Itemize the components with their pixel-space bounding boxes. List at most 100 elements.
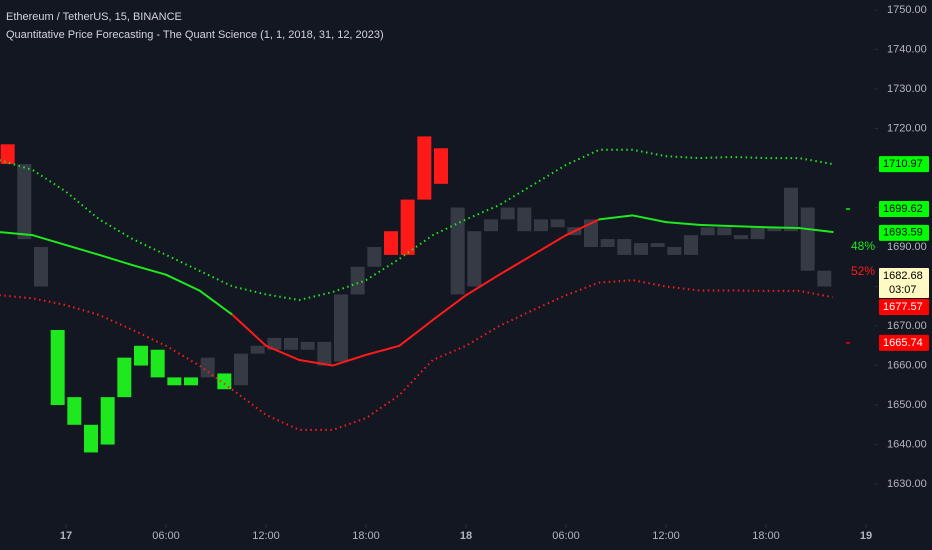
forecast-line-segment bbox=[65, 244, 101, 256]
candle bbox=[684, 235, 698, 255]
y-tick-label: 1730.00 bbox=[887, 83, 927, 95]
x-tick-label: 18:00 bbox=[352, 530, 380, 542]
y-tick-label: 1660.00 bbox=[887, 359, 927, 371]
forecast-line-segment bbox=[331, 353, 367, 367]
chart-subtitle: Quantitative Price Forecasting - The Qua… bbox=[6, 29, 384, 41]
candle bbox=[34, 247, 48, 287]
forecast-line-segment bbox=[98, 253, 134, 267]
candle bbox=[450, 207, 465, 295]
candle bbox=[617, 239, 632, 255]
candle bbox=[800, 207, 815, 271]
candle bbox=[300, 341, 315, 350]
candle bbox=[717, 227, 732, 236]
candle bbox=[484, 219, 498, 232]
forecast-line-segment bbox=[0, 231, 34, 237]
x-tick-label: 12:00 bbox=[252, 530, 280, 542]
candle bbox=[0, 144, 15, 165]
candle bbox=[817, 270, 832, 287]
forecast-line-segment bbox=[665, 221, 701, 226]
y-tick-label: 1640.00 bbox=[887, 438, 927, 450]
x-tick-label: 06:00 bbox=[152, 530, 180, 542]
countdown: 03:07 bbox=[889, 284, 917, 296]
forecast-line-segment bbox=[131, 264, 167, 276]
forecast-line-segment bbox=[265, 344, 301, 362]
candle bbox=[100, 397, 115, 445]
candle bbox=[384, 231, 398, 255]
x-tick-label: 18:00 bbox=[752, 530, 780, 542]
forecast-line-segment bbox=[365, 344, 401, 356]
forecast-line-segment bbox=[698, 223, 734, 228]
forecast-line-segment bbox=[531, 234, 567, 256]
price-label: 1677.57 bbox=[883, 301, 923, 313]
forecast-line-segment bbox=[231, 313, 267, 347]
y-tick-label: 1750.00 bbox=[887, 4, 927, 16]
y-tick-label: 1670.00 bbox=[887, 320, 927, 332]
x-tick-label: 17 bbox=[60, 530, 72, 542]
candle bbox=[400, 199, 415, 255]
candle bbox=[84, 424, 98, 453]
candle bbox=[417, 136, 432, 200]
y-tick-label: 1690.00 bbox=[887, 241, 927, 253]
x-tick-label: 19 bbox=[860, 530, 872, 542]
price-label-box bbox=[879, 267, 929, 298]
forecast-line-segment bbox=[298, 359, 334, 367]
candle bbox=[467, 231, 482, 287]
candle bbox=[67, 397, 82, 425]
candle bbox=[550, 219, 565, 228]
price-label-box bbox=[879, 298, 929, 315]
price-label-box bbox=[879, 334, 929, 351]
candle bbox=[184, 377, 198, 386]
forecast-line-segment bbox=[431, 294, 467, 322]
candle bbox=[750, 227, 765, 240]
candle bbox=[517, 207, 532, 232]
forecast-line-segment bbox=[31, 234, 67, 247]
candle bbox=[267, 337, 282, 350]
x-tick-label: 12:00 bbox=[652, 530, 680, 542]
candle bbox=[584, 219, 598, 248]
candle bbox=[350, 266, 365, 295]
candle bbox=[250, 345, 265, 354]
price-label: 1710.97 bbox=[883, 158, 923, 170]
price-label-box bbox=[879, 156, 929, 173]
candle bbox=[317, 341, 332, 366]
forecast-line-segment bbox=[798, 227, 834, 234]
x-tick-label: 06:00 bbox=[552, 530, 580, 542]
candle bbox=[150, 349, 165, 378]
candle bbox=[367, 247, 382, 267]
price-label: 1665.74 bbox=[883, 337, 923, 349]
candle bbox=[50, 329, 65, 406]
forecast-line-segment bbox=[165, 273, 201, 292]
band-line bbox=[0, 279, 833, 431]
y-tick-label: 1720.00 bbox=[887, 122, 927, 134]
candle bbox=[667, 247, 682, 255]
x-tick-label: 18 bbox=[460, 530, 472, 542]
price-label: 1682.68 bbox=[883, 270, 923, 282]
forecast-line-segment bbox=[498, 253, 534, 276]
candle bbox=[434, 148, 448, 184]
candle bbox=[217, 373, 232, 390]
price-label-box bbox=[879, 224, 929, 241]
candle bbox=[700, 227, 715, 236]
forecast-line-segment bbox=[598, 214, 634, 221]
percent-annotation: 48% bbox=[851, 239, 875, 253]
y-tick-label: 1740.00 bbox=[887, 43, 927, 55]
candle bbox=[167, 377, 182, 386]
price-label-box bbox=[879, 201, 929, 218]
candle bbox=[634, 243, 648, 255]
y-tick-label: 1650.00 bbox=[887, 399, 927, 411]
band-line bbox=[0, 148, 833, 302]
percent-annotation: 52% bbox=[851, 264, 875, 278]
candle bbox=[284, 337, 298, 350]
price-label: 1693.59 bbox=[883, 227, 923, 239]
plot-area bbox=[0, 136, 834, 453]
forecast-line-segment bbox=[565, 218, 601, 237]
forecast-line-segment bbox=[631, 214, 667, 224]
candle bbox=[200, 357, 215, 378]
forecast-line-segment bbox=[198, 289, 234, 316]
chart-title: Ethereum / TetherUS, 15, BINANCE bbox=[6, 11, 182, 23]
candle bbox=[117, 357, 132, 398]
candle bbox=[17, 164, 32, 240]
price-label: 1699.62 bbox=[883, 203, 923, 215]
